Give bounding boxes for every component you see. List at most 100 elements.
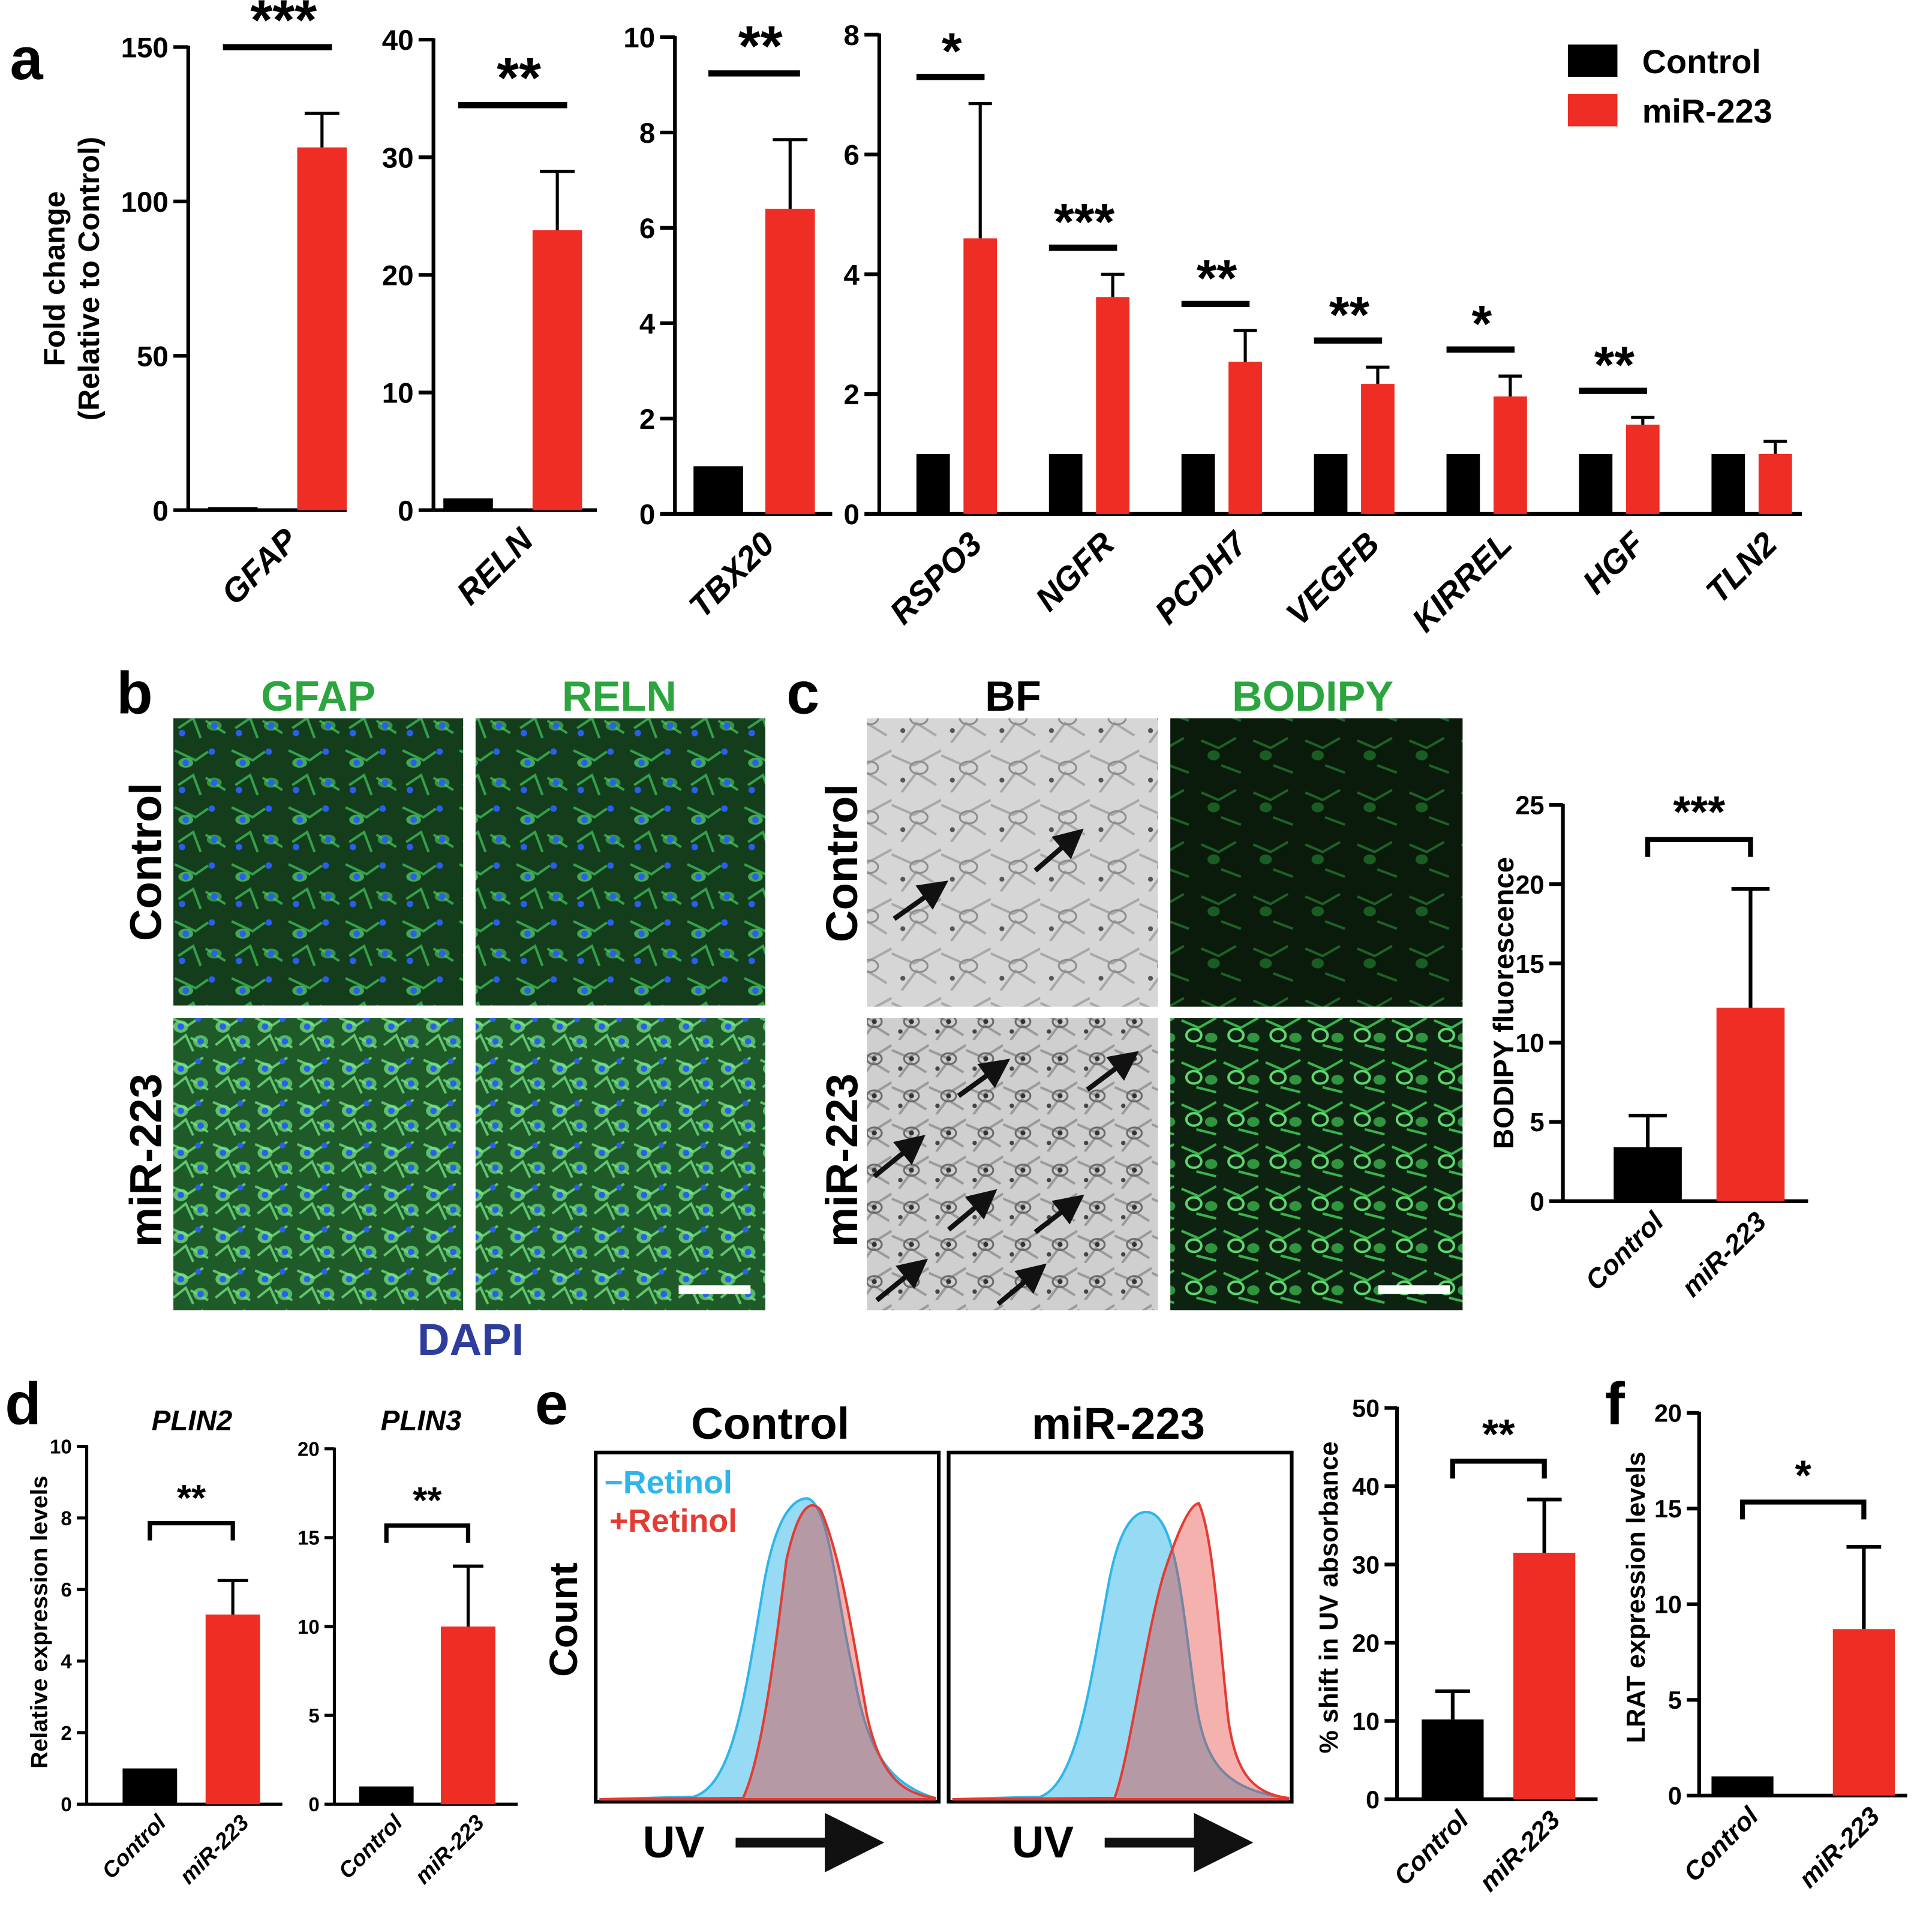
y-tick-label: 0: [61, 1793, 71, 1815]
y-tick-label: 0: [398, 495, 413, 527]
significance-line: [1181, 300, 1250, 307]
gene-label: RELN: [449, 521, 540, 612]
y-tick-label: 0: [843, 499, 859, 531]
bar: [122, 1768, 178, 1805]
y-tick-label: 2: [61, 1722, 71, 1744]
bar: [1711, 1776, 1774, 1796]
significance-label: *: [1472, 295, 1492, 353]
bar: [208, 507, 258, 510]
legend-control-swatch: [1567, 44, 1618, 77]
significance-line: [223, 44, 332, 50]
panel-letter-d: d: [5, 1370, 41, 1437]
y-tick-label: 20: [1515, 871, 1544, 900]
bar: [1758, 453, 1792, 514]
panel-c-row-control: Control: [817, 784, 867, 942]
scale-bar-c: [1378, 1285, 1450, 1294]
y-tick-label: 8: [639, 118, 655, 149]
category-label: Control: [1678, 1801, 1765, 1887]
y-tick-label: 10: [382, 378, 414, 410]
significance-label: **: [1594, 336, 1635, 394]
significance-line: [1314, 337, 1383, 344]
y-tick-label: 0: [1530, 1188, 1545, 1216]
significance-label: **: [413, 1480, 442, 1522]
micrograph-gfap-mir: [173, 1018, 464, 1310]
bar: [1096, 297, 1130, 514]
panel-letter-f: f: [1605, 1370, 1625, 1437]
micrograph-bf-mir: [867, 1018, 1158, 1310]
bar: [1181, 453, 1215, 514]
category-label: Control: [1579, 1205, 1670, 1296]
significance-label: *: [942, 23, 962, 80]
y-tick-label: 5: [308, 1704, 319, 1727]
y-tick-label: 4: [61, 1650, 72, 1672]
panel-c-row-mir: miR-223: [817, 1074, 867, 1247]
y-tick-label: 30: [1352, 1551, 1380, 1579]
bar: [1513, 1552, 1576, 1800]
panel-c-col-bodipy: BODIPY: [1232, 672, 1393, 720]
histogram-mir-plus-retinol: [952, 1502, 1290, 1801]
micrograph-bodipy-mir: [1170, 1018, 1463, 1310]
panel-e-title-control: Control: [691, 1399, 849, 1448]
significance-line: [708, 70, 800, 77]
lipid-arrow-icon: [1033, 828, 1084, 873]
gene-label: VEGFB: [1279, 525, 1387, 633]
y-tick-label: 20: [1352, 1630, 1380, 1657]
significance-line: [916, 74, 985, 80]
y-tick-label: 10: [1515, 1029, 1544, 1058]
gene-label: NGFR: [1028, 525, 1121, 618]
y-tick-label: 25: [1515, 792, 1544, 820]
significance-label: **: [1329, 286, 1370, 344]
y-tick-label: 100: [121, 187, 169, 218]
bar: [1832, 1629, 1895, 1796]
y-tick-label: 15: [298, 1527, 320, 1549]
significance-label: **: [1197, 249, 1237, 307]
histogram-frame-mir: [947, 1450, 1294, 1804]
bar: [1048, 453, 1083, 514]
panel-b-col-reln: RELN: [562, 672, 677, 720]
panel-b-col-gfap: GFAP: [261, 672, 375, 720]
significance-label: ***: [1054, 194, 1114, 251]
y-tick-label: 10: [50, 1435, 72, 1457]
bar: [963, 238, 997, 514]
y-tick-label: 5: [1668, 1686, 1682, 1714]
gene-label: HGF: [1575, 524, 1652, 601]
significance-label: ***: [250, 0, 317, 52]
panel-b-row-control: Control: [121, 783, 170, 941]
y-tick-label: 10: [623, 22, 655, 54]
bar: [765, 209, 815, 514]
lipid-arrow-icon: [1086, 1051, 1139, 1092]
bar: [297, 147, 347, 510]
lipid-arrow-icon: [893, 880, 949, 921]
plin2-title: PLIN2: [152, 1405, 233, 1437]
lipid-arrow-icon: [875, 1258, 929, 1303]
histogram-frame-control: [594, 1450, 941, 1804]
legend-mir-label: miR-223: [1642, 92, 1772, 130]
significance-bracket: [384, 1523, 471, 1543]
lipid-arrow-icon: [996, 1263, 1047, 1306]
histogram-control-minus-retinol: [599, 1497, 936, 1801]
y-tick-label: 0: [1366, 1786, 1380, 1814]
histogram-control-plus-retinol: [599, 1504, 936, 1801]
panel-d-ylabel: Relative expression levels: [26, 1476, 52, 1769]
bar: [916, 453, 950, 514]
bar: [1711, 453, 1745, 514]
significance-label: ***: [1673, 787, 1725, 837]
category-label: Control: [333, 1809, 408, 1884]
significance-bracket: [1645, 837, 1753, 857]
lipid-arrow-icon: [957, 1059, 1011, 1098]
panel-e-legend-plus: +Retinol: [609, 1503, 737, 1539]
lipid-arrow-icon: [947, 1189, 997, 1232]
y-tick-label: 2: [843, 379, 859, 411]
micrograph-reln-control: [475, 718, 765, 1006]
y-tick-label: 6: [639, 213, 655, 245]
uv-shift-ylabel: % shift in UV absorbance: [1315, 1441, 1344, 1753]
significance-label: *: [1795, 1451, 1812, 1499]
y-tick-label: 20: [298, 1438, 320, 1460]
y-tick-label: 15: [1654, 1495, 1682, 1523]
bar: [441, 1626, 495, 1805]
bar: [1228, 362, 1262, 514]
histogram-mir-minus-retinol: [952, 1511, 1290, 1801]
y-tick-label: 6: [61, 1579, 71, 1601]
panel-a-ylabel-line1: Fold change: [37, 191, 71, 366]
